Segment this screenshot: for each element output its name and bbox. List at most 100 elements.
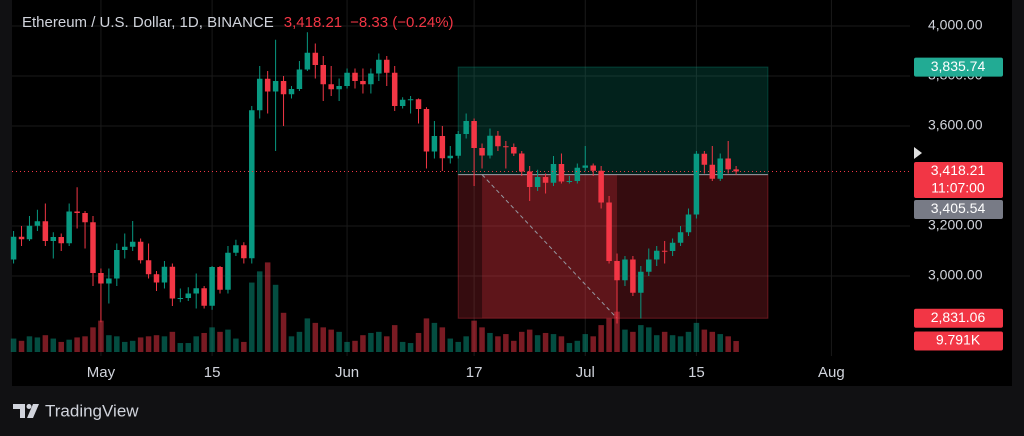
- volume-bar: [614, 311, 620, 352]
- candle-body: [566, 181, 573, 182]
- candle-body: [669, 242, 676, 251]
- axis-layer: 4,000.003,800.003,600.003,200.003,000.00…: [87, 17, 1003, 381]
- candle-body: [733, 169, 739, 172]
- volume-bar: [439, 327, 446, 352]
- candle-body: [312, 52, 319, 65]
- volume-bar: [66, 339, 72, 352]
- candle-body: [384, 59, 390, 73]
- candle-body: [185, 293, 192, 298]
- candle-body: [58, 237, 64, 244]
- volume-bar: [622, 329, 628, 352]
- candle-body: [447, 155, 454, 159]
- volume-bar: [661, 331, 668, 352]
- volume-bar: [256, 271, 263, 352]
- price-label: 2,831.06: [931, 309, 986, 325]
- profit-zone: [457, 66, 769, 176]
- volume-bar: [74, 337, 80, 352]
- volume-bar: [677, 336, 684, 352]
- candle-body: [376, 59, 382, 74]
- price-label-box: [914, 161, 1003, 198]
- volume-bar: [18, 340, 25, 352]
- candle-body: [534, 177, 541, 187]
- price-label-box: [914, 199, 1003, 219]
- price-label-box: [914, 308, 1003, 328]
- countdown: 11:07:00: [931, 180, 985, 196]
- candle-body: [153, 274, 160, 283]
- x-tick-label: 15: [688, 364, 705, 381]
- volume-bar: [495, 336, 501, 352]
- volume-bar: [534, 335, 541, 352]
- candle-body: [328, 84, 334, 90]
- candle-body: [18, 236, 25, 240]
- candle-body: [177, 298, 184, 299]
- candle-body: [201, 288, 207, 306]
- volume-bar: [566, 343, 573, 352]
- volume-bar: [511, 340, 517, 352]
- candle-body: [677, 232, 684, 243]
- candle-body: [439, 136, 446, 159]
- candle-body: [296, 69, 303, 89]
- volume-bar: [296, 331, 303, 352]
- candle-body: [280, 81, 287, 95]
- brand-name: TradingView: [45, 401, 139, 420]
- candle-body: [34, 221, 41, 226]
- candle-body: [487, 135, 493, 156]
- price-label: 3,835.74: [931, 58, 986, 74]
- volume-bar: [479, 327, 485, 352]
- candle-body: [169, 266, 176, 299]
- volume-bar: [177, 343, 184, 352]
- x-tick-label: 17: [466, 364, 483, 381]
- y-tick-label: 4,000.00: [928, 17, 983, 33]
- volume-bar: [225, 329, 231, 352]
- candle-body: [511, 147, 517, 154]
- volume-bar: [272, 284, 279, 352]
- volume-bar: [90, 327, 96, 352]
- volume-bar: [669, 335, 676, 352]
- volume-bar: [638, 325, 644, 352]
- candle-body: [209, 267, 215, 306]
- volume-bar: [598, 325, 604, 352]
- candle-body: [463, 121, 469, 134]
- x-tick-label: May: [87, 364, 116, 381]
- volume-bar: [717, 334, 723, 352]
- volume-bar: [526, 329, 533, 352]
- volume-bar: [288, 336, 295, 352]
- volume-bar: [233, 338, 239, 352]
- candle-body: [336, 86, 342, 90]
- candle-body: [590, 165, 596, 171]
- volume-bar: [10, 338, 17, 352]
- candle-body: [320, 65, 326, 85]
- volume-bar: [503, 334, 509, 352]
- volume-bar: [709, 331, 716, 352]
- candle-body: [415, 99, 422, 109]
- y-tick-label: 3,200.00: [928, 217, 983, 233]
- price-label: 3,418.21: [931, 162, 986, 178]
- volume-bar: [590, 336, 596, 352]
- candle-body: [344, 72, 350, 86]
- volume-bar: [249, 282, 255, 352]
- candle-body: [479, 148, 485, 156]
- candle-body: [582, 165, 589, 168]
- volume-bar: [209, 327, 215, 352]
- volume-bar: [447, 338, 454, 352]
- candle-body: [249, 110, 255, 259]
- volume-bar: [82, 336, 88, 352]
- volume-bar: [463, 336, 469, 352]
- scroll-arrow[interactable]: [914, 147, 922, 159]
- volume-bar: [725, 336, 731, 352]
- volume-bar: [423, 318, 430, 352]
- volume-bar: [169, 331, 176, 352]
- candle-body: [701, 153, 708, 165]
- candle-body: [495, 135, 501, 147]
- volume-bar: [368, 332, 374, 352]
- volume-label: 9.791K: [936, 332, 981, 348]
- volume-bar: [701, 329, 708, 352]
- volume-bar: [407, 343, 414, 352]
- candle-body: [233, 245, 239, 253]
- chart-title: Ethereum / U.S. Dollar, 1D, BINANCE: [22, 14, 274, 31]
- y-tick-label: 3,600.00: [928, 117, 983, 133]
- volume-bar: [121, 341, 128, 352]
- candle-body: [217, 267, 223, 290]
- candle-body: [352, 72, 358, 81]
